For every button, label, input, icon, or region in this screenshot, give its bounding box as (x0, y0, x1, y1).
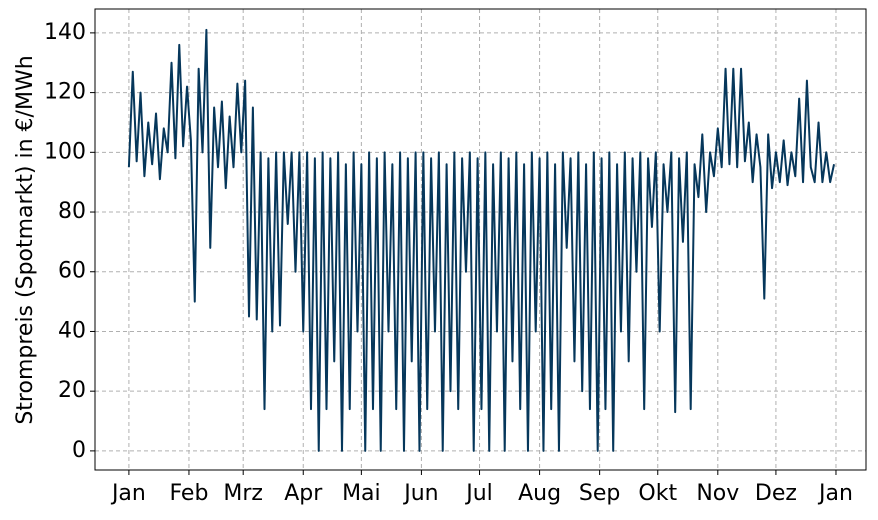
x-tick-label: Aug (518, 481, 561, 506)
x-tick-label: Dez (755, 481, 797, 506)
y-tick-label: 140 (44, 20, 86, 45)
y-axis-label: Strompreis (Spotmarkt) in €/MWh (13, 55, 38, 424)
x-tick-label: Jan (110, 481, 146, 506)
y-tick-label: 20 (58, 378, 86, 403)
plot-frame (94, 8, 867, 471)
y-tick-label: 60 (58, 259, 86, 284)
x-tick-label: Nov (696, 481, 739, 506)
price-line (127, 28, 836, 452)
y-tick-label: 120 (44, 80, 86, 105)
y-tick-label: 80 (58, 199, 86, 224)
y-tick-label: 0 (72, 438, 86, 463)
x-tick-label: Jan (817, 481, 853, 506)
x-tick-label: Okt (638, 481, 677, 506)
y-tick-label: 40 (58, 318, 86, 343)
y-tick-label: 100 (44, 139, 86, 164)
x-tick-label: Sep (579, 481, 620, 506)
x-tick-label: Jul (464, 481, 493, 506)
x-tick-label: Mai (342, 481, 381, 506)
x-tick-label: Jun (402, 481, 438, 506)
x-tick-label: Apr (284, 481, 323, 506)
x-tick-label: Feb (169, 481, 208, 506)
x-tick-label: Mrz (223, 481, 263, 506)
